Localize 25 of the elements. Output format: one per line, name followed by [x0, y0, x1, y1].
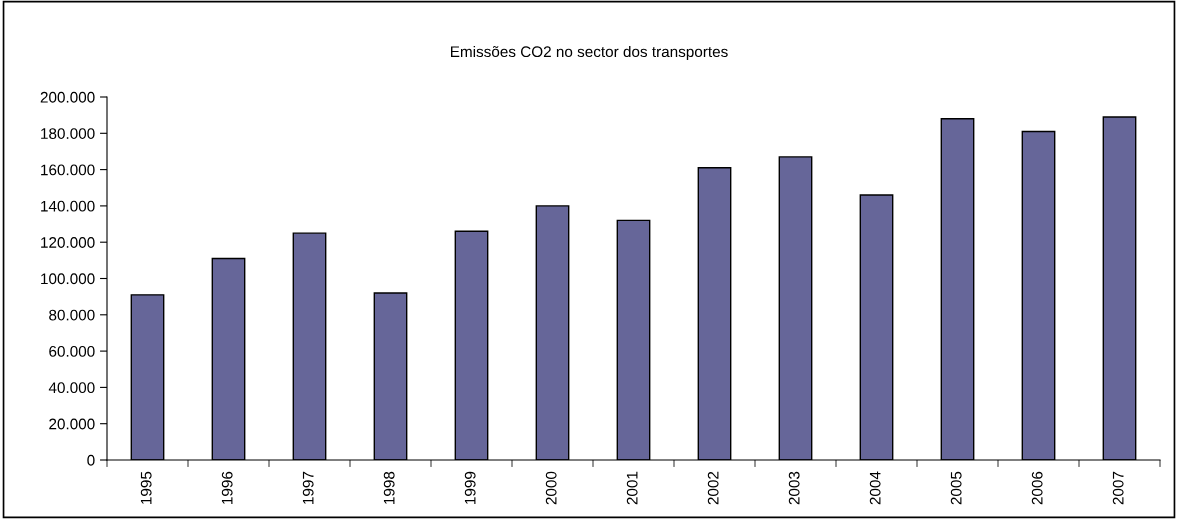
- x-tick-label: 1995: [140, 471, 152, 504]
- y-tick-label: 20.000: [49, 418, 95, 430]
- y-tick-label: 40.000: [48, 382, 95, 394]
- x-tick-label: 2003: [788, 471, 800, 505]
- x-tick-label: 2007: [1112, 471, 1124, 505]
- x-tick-label: 2005: [950, 471, 962, 505]
- x-tick-label: 1996: [221, 471, 233, 504]
- x-tick-label: 2000: [545, 471, 557, 505]
- y-tick-label: 140.000: [41, 200, 95, 212]
- x-tick-label: 2006: [1031, 471, 1043, 505]
- y-tick-label: 100.000: [41, 273, 95, 285]
- y-tick-label: 180.000: [41, 128, 95, 139]
- x-tick-label: 2002: [707, 471, 719, 505]
- chart-title: Emissões CO2 no sector dos transportes: [451, 45, 728, 61]
- y-tick-label: 120.000: [41, 237, 95, 248]
- x-tick-label: 2004: [869, 471, 881, 505]
- x-tick-label: 2001: [626, 471, 638, 505]
- y-tick-label: 60.000: [49, 345, 95, 357]
- x-tick-label: 1999: [464, 471, 476, 504]
- x-tick-label: 1998: [383, 471, 395, 504]
- y-tick-label: 0: [87, 454, 95, 466]
- y-tick-label: 160.000: [41, 164, 95, 176]
- y-tick-label: 80.000: [49, 309, 95, 321]
- x-tick-label: 1997: [302, 471, 314, 504]
- y-tick-label: 200.000: [40, 91, 95, 103]
